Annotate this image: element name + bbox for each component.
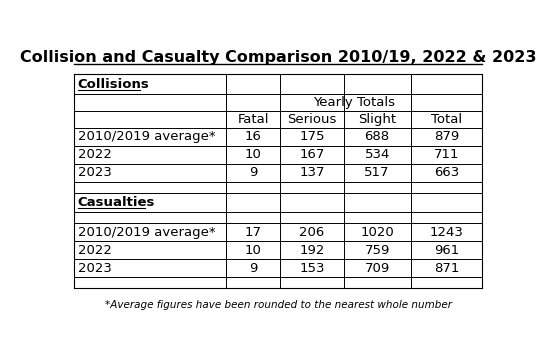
Text: 2010/2019 average*: 2010/2019 average*	[78, 130, 215, 143]
Text: 2022: 2022	[78, 148, 111, 161]
Text: 711: 711	[434, 148, 459, 161]
Text: 2010/2019 average*: 2010/2019 average*	[78, 226, 215, 239]
Text: 153: 153	[299, 262, 325, 275]
Text: 137: 137	[299, 166, 325, 179]
Text: 961: 961	[434, 244, 459, 257]
Text: 1243: 1243	[430, 226, 464, 239]
Text: 10: 10	[244, 148, 262, 161]
Text: Collision and Casualty Comparison 2010/19, 2022 & 2023: Collision and Casualty Comparison 2010/1…	[20, 49, 536, 64]
Text: 206: 206	[299, 226, 325, 239]
Text: 1020: 1020	[361, 226, 394, 239]
Text: Collisions: Collisions	[78, 78, 149, 91]
Text: 192: 192	[299, 244, 325, 257]
Text: 2022: 2022	[78, 244, 111, 257]
Text: 2023: 2023	[78, 262, 111, 275]
Text: 871: 871	[434, 262, 459, 275]
Text: 2023: 2023	[78, 166, 111, 179]
Text: Fatal: Fatal	[237, 113, 269, 126]
Text: Casualties: Casualties	[78, 196, 155, 209]
Text: Yearly Totals: Yearly Totals	[313, 96, 395, 109]
Text: 175: 175	[299, 130, 325, 143]
Text: 759: 759	[364, 244, 390, 257]
Text: 688: 688	[364, 130, 390, 143]
Text: 9: 9	[249, 262, 257, 275]
Text: Slight: Slight	[358, 113, 396, 126]
Text: 167: 167	[299, 148, 325, 161]
Text: 17: 17	[244, 226, 262, 239]
Text: 534: 534	[364, 148, 390, 161]
Text: *Average figures have been rounded to the nearest whole number: *Average figures have been rounded to th…	[105, 300, 452, 310]
Text: 10: 10	[244, 244, 262, 257]
Text: 663: 663	[434, 166, 459, 179]
Text: 517: 517	[364, 166, 390, 179]
Text: 879: 879	[434, 130, 459, 143]
Text: Total: Total	[431, 113, 462, 126]
Text: Serious: Serious	[287, 113, 337, 126]
Text: 16: 16	[244, 130, 262, 143]
Text: 9: 9	[249, 166, 257, 179]
Text: 709: 709	[364, 262, 390, 275]
